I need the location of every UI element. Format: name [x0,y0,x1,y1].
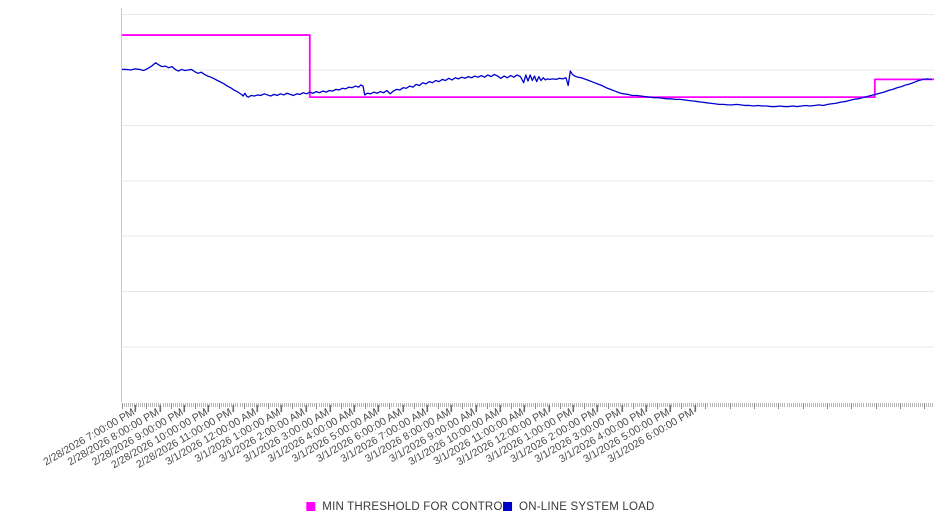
series-line-2[interactable]: ON-LINE SYSTEM LOAD [122,62,932,108]
gridlines-group [122,14,934,348]
x-tick-marker [548,405,551,412]
x-tick-marker [134,405,137,412]
x-tick-marker [645,405,648,412]
x-tick-marker [353,405,356,412]
x-tick-marker [694,405,697,412]
x-axis-tick-labels: 2/28/2026 7:00:00 PM2/28/2026 8:00:00 PM… [41,405,697,471]
legend-item-1[interactable]: MIN THRESHOLD FOR CONTROL [306,501,509,513]
x-tick-marker [329,405,332,412]
x-tick-marker [232,405,235,412]
x-tick-marker [159,405,162,412]
x-tick-marker [475,405,478,412]
x-tick-marker [450,405,453,412]
chart-legend[interactable]: MIN THRESHOLD FOR CONTROL ON-LINE SYSTEM … [306,501,654,513]
x-tick-marker [621,405,624,412]
x-tick-marker [207,405,210,412]
x-tick-marker [596,405,599,412]
legend-swatch [503,502,513,511]
x-tick-marker [523,405,526,412]
legend-item-2[interactable]: ON-LINE SYSTEM LOAD [503,501,654,513]
x-tick-marker [426,405,429,412]
x-tick-marker [499,405,502,412]
x-tick-marker [280,405,283,412]
x-tick-marker [256,405,259,412]
x-tick-marker [669,405,672,412]
series-line-1[interactable]: MIN THRESHOLD FOR CONTROL [122,34,934,99]
x-tick-marker [305,405,308,412]
x-tick-marker [377,405,380,412]
legend-swatch [306,502,316,511]
x-axis-ticks [122,403,933,409]
legend-label: ON-LINE SYSTEM LOAD [519,501,654,513]
x-tick-marker [572,405,575,412]
x-tick-marker [402,405,405,412]
legend-label: MIN THRESHOLD FOR CONTROL [322,501,509,513]
x-tick-marker [183,405,186,412]
